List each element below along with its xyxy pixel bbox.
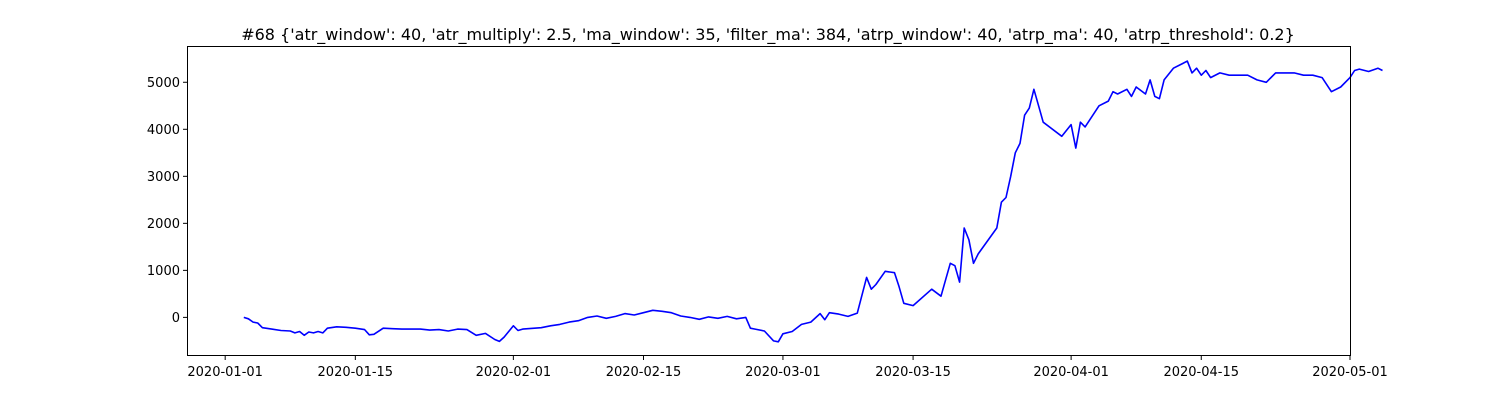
x-tick-label: 2020-01-15 [318,365,394,380]
y-tick-label: 0 [172,311,180,326]
y-tick-label: 4000 [147,123,180,138]
x-tick-label: 2020-03-15 [875,365,951,380]
x-tick-label: 2020-05-01 [1312,365,1388,380]
x-tick-label: 2020-02-15 [606,365,682,380]
y-tick-label: 2000 [147,217,180,232]
x-tick-label: 2020-01-01 [187,365,263,380]
y-tick-label: 5000 [147,76,180,91]
axes-frame [187,46,1351,356]
chart-title: #68 {'atr_window': 40, 'atr_multiply': 2… [241,25,1295,45]
plot-area [243,60,1383,343]
series-line [243,60,1383,343]
x-tick-label: 2020-02-01 [476,365,552,380]
axis-ticks: 2020-01-01 2020-01-15 2020-02-01 2020-02-15… [147,76,1388,380]
y-tick-label: 3000 [147,170,180,185]
x-tick-label: 2020-04-15 [1163,365,1239,380]
x-tick-label: 2020-03-01 [745,365,821,380]
y-tick-label: 1000 [147,264,180,279]
x-tick-label: 2020-04-01 [1033,365,1109,380]
